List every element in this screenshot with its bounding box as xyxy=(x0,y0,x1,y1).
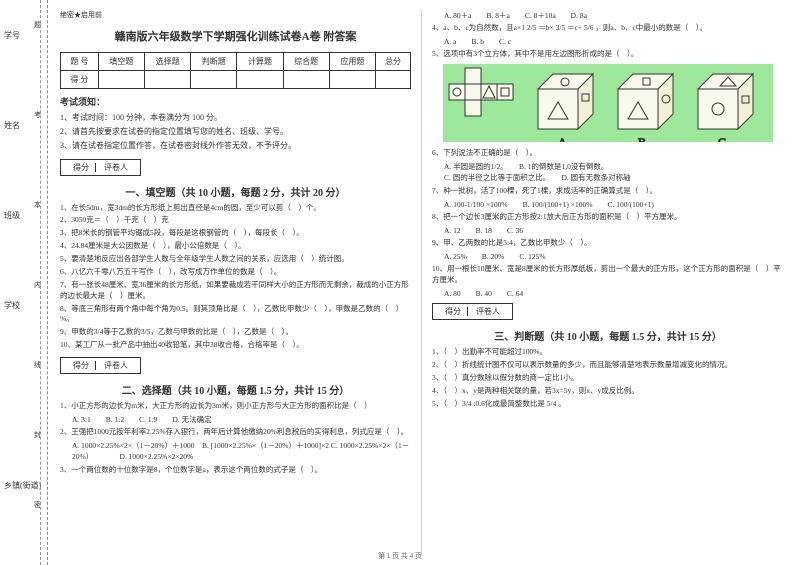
side-label-school: 学校 xyxy=(4,300,20,311)
secret-label: 绝密★启用前 xyxy=(60,10,411,20)
notice-item: 2、请首先按要求在试卷的指定位置填写您的姓名、班级、学号。 xyxy=(60,126,411,137)
judge-question: 5、（ ）3/4 :0.6化成最简整数比是 5/4 。 xyxy=(432,399,784,410)
choice-question: 3、一个两位数的十位数字是8，个位数字是a，表示这个两位数的式子是（ ）。 xyxy=(60,465,411,476)
section-scorebox: 得分 评卷人 xyxy=(432,303,513,320)
judge-question: 4、（ ）x、y是两种相关联的量，若3x=5y，则x、y成反比例。 xyxy=(432,386,784,397)
th: 填空题 xyxy=(98,53,144,71)
choice-options: A. 80 B. 40 C. 64 xyxy=(444,288,784,299)
judge-question: 3、（ ）真分数除以假分数的商一定比1小。 xyxy=(432,373,784,384)
fill-question: 3、把8米长的钢管平均锯成5段，每段是这根钢管的（ ），每段长（ ）。 xyxy=(60,228,411,239)
choice-question: 9、甲、乙两数的比是5:4，乙数比甲数少（ ）。 xyxy=(432,238,784,249)
table-row: 题 号 填空题 选择题 判断题 计算题 综合题 应用题 总分 xyxy=(61,53,411,71)
th: 计算题 xyxy=(237,53,283,71)
cubes-svg: A B xyxy=(443,64,773,142)
choice-question: 1、小正方形的边长为m米，大正方形的边长为3m米，则小正方形与大正方形的面积比是… xyxy=(60,401,411,412)
scorebox-label: 评卷人 xyxy=(98,163,134,172)
fill-question: 9、甲数的3/4等于乙数的3/5，乙数与甲数的比是（ ），乙数是（ ）。 xyxy=(60,327,411,338)
svg-text:B: B xyxy=(638,135,646,142)
notice-item: 1、考试时间：100 分钟，本卷满分为 100 分。 xyxy=(60,112,411,123)
exam-title: 赣南版六年级数学下学期强化训练试卷A卷 附答案 xyxy=(60,28,411,44)
notice-heading: 考试须知： xyxy=(60,95,411,108)
fill-question: 1、在长5dm，宽3dm的长方形纸上剪出直径是4cm的圆，至少可以剪（ ）个。 xyxy=(60,203,411,214)
fill-question: 8、等底三角形有两个角中每个角为0.5。则其顶角比是（ ），乙数比甲数少（ ），… xyxy=(60,304,411,326)
binding-dashline xyxy=(40,0,41,565)
section-scorebox: 得分 评卷人 xyxy=(60,159,141,176)
scorebox-label: 评卷人 xyxy=(98,361,134,370)
section-judge-title: 三、判断题（共 10 小题，每题 1.5 分，共计 15 分） xyxy=(432,328,784,343)
row-label: 得 分 xyxy=(61,71,99,89)
fill-question: 2、3050克＝（ ）千克（ ）克 xyxy=(60,215,411,226)
choice-question: 4、a、b、c为自然数，且a×1 2/5 ＝b× 3/5 ＝c÷ 5/6 ，则a… xyxy=(432,23,784,34)
page-container: 绝密★启用前 赣南版六年级数学下学期强化训练试卷A卷 附答案 题 号 填空题 选… xyxy=(50,10,794,555)
fill-question: 4、24.84厘米是大公因数是（ ），最小公倍数是（ ）。 xyxy=(60,241,411,252)
side-label-town: 乡镇(街道) xyxy=(4,480,41,491)
left-column: 绝密★启用前 赣南版六年级数学下学期强化训练试卷A卷 附答案 题 号 填空题 选… xyxy=(50,10,422,555)
right-column: A. 80＋a B. 8＋a C. 8＋10a D. 8a 4、a、b、c为自然… xyxy=(422,10,794,555)
choice-options: A. 1000×2.25%×2×（1－20%）＋1000 B. [1000×2.… xyxy=(72,440,411,463)
th: 题 号 xyxy=(61,53,99,71)
th: 选择题 xyxy=(144,53,190,71)
scorebox-label: 评卷人 xyxy=(470,307,506,316)
choice-question: 7、种一批树，活了100棵，死了1棵，求成活率的正确算式是（ ）。 xyxy=(432,186,784,197)
judge-question: 2、（ ）折线统计图不仅可以表示数量的多少，而且能够清楚地表示数量增减变化的情况… xyxy=(432,360,784,371)
page-footer: 第 1 页 共 4 页 xyxy=(0,551,800,561)
choice-options: A. 100-1/100 ×100% B. 100/(100+1) ×100% … xyxy=(444,199,784,210)
choice-options: A. a B. b C. c xyxy=(444,36,784,47)
section-scorebox: 得分 评卷人 xyxy=(60,357,141,374)
choice-options: A. 25% B. 20% C. 125% xyxy=(444,251,784,262)
th: 判断题 xyxy=(191,53,237,71)
svg-text:A: A xyxy=(558,135,567,142)
scorebox-label: 得分 xyxy=(439,307,468,316)
th: 总分 xyxy=(375,53,410,71)
fill-question: 5、要清楚地反应出各部学生人数与全年级学生人数之间的关系，应选用（ ）统计图。 xyxy=(60,254,411,265)
fill-question: 6、八亿六千零八万五千写作（ ），改写成万作单位的数是（ ）。 xyxy=(60,267,411,278)
cube-figure: A B xyxy=(432,64,784,144)
choice-question: 5、选项中有3个立方体，其中不是用左边图形折成的是（ ）。 xyxy=(432,49,784,60)
choice-options: A. 12 B. 18 C. 36 xyxy=(444,225,784,236)
choice-question: 2、王强把1000元按年利率2.25%存入银行，两年后计算他缴纳20%利息税后的… xyxy=(60,427,411,438)
svg-text:C: C xyxy=(718,135,726,142)
choice-options: A. 3:1 B. 1:2 C. 1:9 D. 无法确定 xyxy=(72,414,411,425)
choice-question: 6、下列说法不正确的是（ ）。 xyxy=(432,148,784,159)
section-choice-title: 二、选择题（共 10 小题，每题 1.5 分，共计 15 分） xyxy=(60,382,411,397)
fill-question: 7、有一张长48厘米、宽36厘米的长方形纸，如果要裁成若干同样大小的正方形而无剩… xyxy=(60,280,411,302)
fill-question: 10、某工厂从一批产品中抽出40收铅笔，其中38收合格，合格率是（ ）。 xyxy=(60,340,411,351)
section-fill-title: 一、填空题（共 10 小题，每题 2 分，共计 20 分） xyxy=(60,184,411,199)
th: 应用题 xyxy=(329,53,375,71)
choice-options: A. 半圆是圆的1/2。 B. 1的倒数是1,0没有倒数。 C. 圆的半径之比等… xyxy=(444,161,784,184)
side-label-class: 班级 xyxy=(4,210,20,221)
judge-question: 1、（ ）出勤率不可能超过100%。 xyxy=(432,347,784,358)
side-label-id: 学号 xyxy=(4,30,20,41)
table-row: 得 分 xyxy=(61,71,411,89)
notice-item: 3、请在试卷指定位置作答，在试卷密封线外作答无效，不予评分。 xyxy=(60,140,411,151)
choice-options: A. 80＋a B. 8＋a C. 8＋10a D. 8a xyxy=(444,10,784,21)
choice-question: 10、用一根长10厘米、宽是8厘米的长方形厚纸板，剪出一个最大的正方形，这个正方… xyxy=(432,264,784,286)
scorebox-label: 得分 xyxy=(67,361,96,370)
th: 综合题 xyxy=(283,53,329,71)
score-table: 题 号 填空题 选择题 判断题 计算题 综合题 应用题 总分 得 分 xyxy=(60,52,411,89)
side-label-name: 姓名 xyxy=(4,120,20,131)
choice-question: 8、把一个边长3厘米的正方形按2:1放大后正方形的面积是（ ）平方厘米。 xyxy=(432,212,784,223)
scorebox-label: 得分 xyxy=(67,163,96,172)
